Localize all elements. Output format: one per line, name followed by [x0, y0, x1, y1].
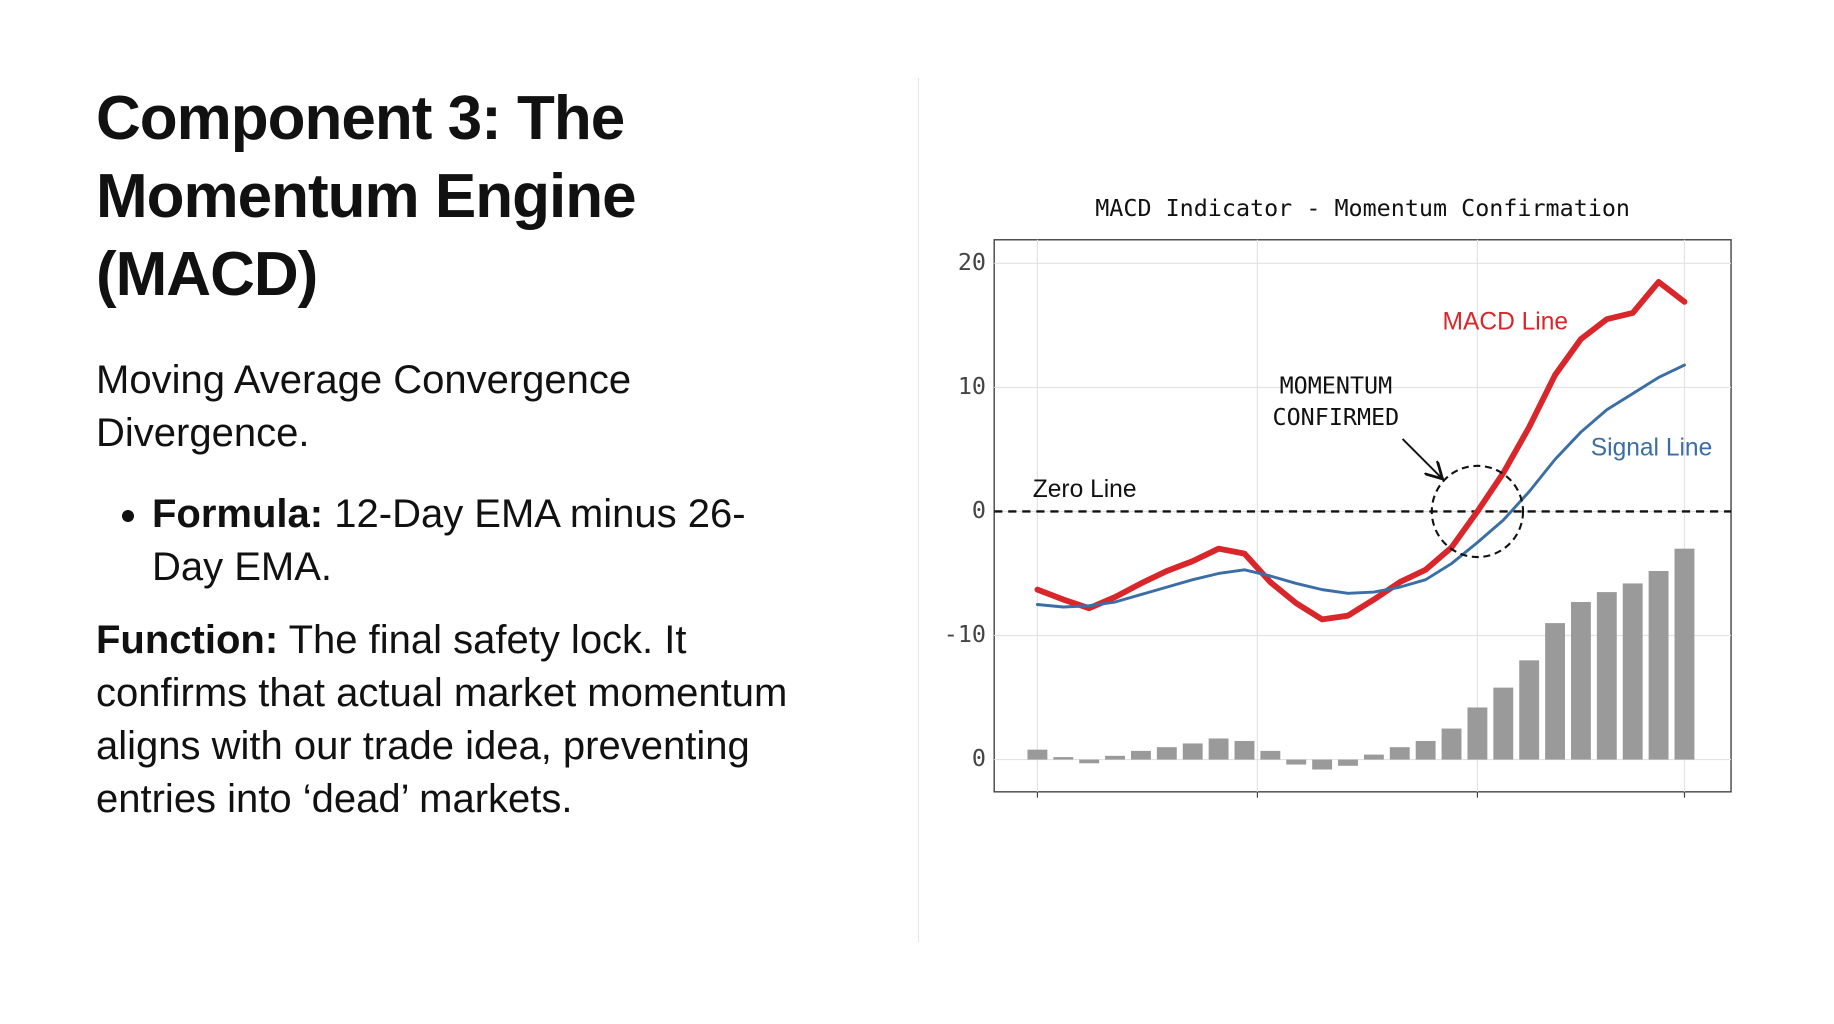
formula-label: Formula: — [152, 492, 324, 536]
histogram-bar — [1105, 755, 1126, 760]
bullet: Formula: 12-Day EMA minus 26-Day EMA. — [152, 488, 796, 594]
histogram-bar — [1441, 728, 1462, 760]
y-tick-label: -10 — [944, 620, 986, 648]
histogram-bar — [1389, 747, 1410, 760]
bullet-list: Formula: 12-Day EMA minus 26-Day EMA. — [96, 488, 796, 594]
histogram-bar — [1286, 759, 1307, 765]
histogram-bar — [1053, 757, 1074, 760]
histogram-bar — [1467, 707, 1488, 760]
histogram-bar — [1234, 740, 1255, 760]
annotation-text: CONFIRMED — [1273, 403, 1400, 431]
histogram-bar — [1312, 759, 1333, 770]
histogram-bar — [1208, 738, 1229, 760]
histogram-bar — [1027, 749, 1048, 760]
histogram-bar — [1545, 623, 1565, 760]
histogram-bar — [1415, 740, 1436, 760]
histogram-bar — [1182, 743, 1203, 760]
intro: Moving Average Convergence Divergence. — [96, 358, 632, 455]
histogram-bar — [1131, 750, 1151, 760]
y2-tick-label: 0 — [972, 744, 986, 772]
y-tick-label: 10 — [958, 372, 986, 400]
histogram-bar — [1156, 747, 1177, 760]
histogram-bar — [1570, 602, 1591, 760]
formula-text: 12-Day EMA minus 26-Day EMA. — [152, 492, 746, 589]
y-tick-label: 20 — [958, 248, 986, 276]
annotation-circle — [1430, 464, 1525, 559]
zero-line-label: Zero Line — [1033, 476, 1137, 503]
text-column: Component 3: The Momentum Engine (MACD) … — [96, 80, 796, 854]
y-tick-label: 0 — [972, 496, 986, 524]
chart-title: MACD Indicator - Momentum Confirmation — [1095, 194, 1630, 222]
series-line — [1034, 279, 1688, 623]
function-text: The final safety lock. It confirms that … — [96, 618, 788, 821]
annotation-arrow — [1401, 438, 1442, 478]
histogram-bar — [1338, 759, 1358, 766]
histogram-bar — [1363, 754, 1384, 760]
histogram-bar — [1493, 687, 1514, 760]
histogram-bar — [1596, 592, 1617, 760]
slide-title: Component 3: The Momentum Engine (MACD) — [96, 84, 637, 309]
histogram-bar — [1674, 548, 1695, 760]
function-label: Function: — [96, 618, 279, 662]
histogram-bar — [1648, 571, 1669, 760]
histogram-bar — [1260, 750, 1281, 760]
series-line — [1035, 363, 1686, 609]
annotation-text: MOMENTUM — [1280, 372, 1393, 400]
plot-frame — [993, 239, 1732, 793]
series-label: Signal Line — [1591, 435, 1712, 462]
function: Function: The final safety lock. It conf… — [96, 614, 796, 826]
series-label: MACD Line — [1443, 308, 1569, 335]
histogram-bar — [1622, 583, 1643, 760]
histogram-bar — [1079, 759, 1100, 764]
divider — [918, 78, 919, 942]
histogram-bar — [1519, 660, 1540, 760]
